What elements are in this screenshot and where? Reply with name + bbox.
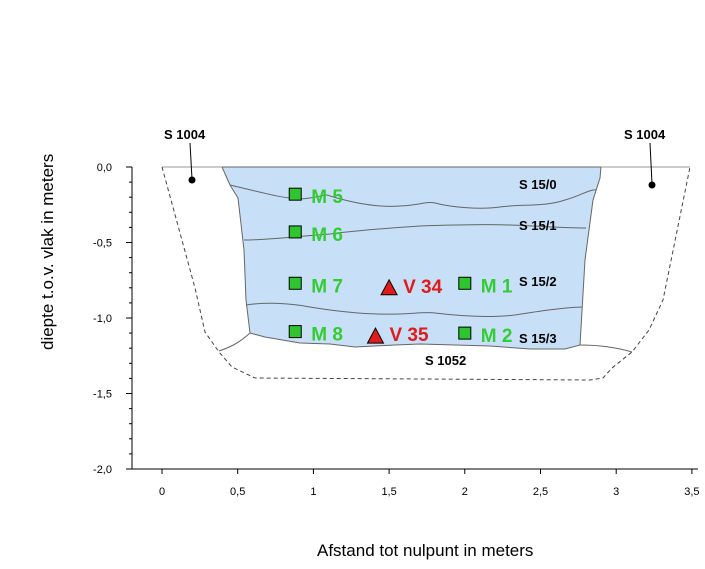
x-tick-label: 1,5 xyxy=(381,486,396,498)
y-tick-label: 0,0 xyxy=(97,162,112,174)
sample-label: M 6 xyxy=(311,225,343,246)
sample-label: M 7 xyxy=(311,276,343,297)
sample-triangle-marker xyxy=(366,327,385,344)
y-tick-label: -0,5 xyxy=(93,238,112,250)
s1052-outline xyxy=(218,332,251,352)
sample-label: M 8 xyxy=(311,325,343,346)
s1052-outline-right xyxy=(579,344,633,353)
y-axis-title: diepte t.o.v. vlak in meters xyxy=(38,154,57,350)
sample-markers: M 5 M 6 M 7 M 8 M 1 M 2 V 34 V 35 xyxy=(288,187,513,347)
right-feature-pointer xyxy=(649,142,653,185)
layer-label-2: S 15/2 xyxy=(519,274,557,289)
right-feature-label: S 1004 xyxy=(624,127,666,142)
x-axis-title: Afstand tot nulpunt in meters xyxy=(317,541,533,560)
layer-label-1: S 15/1 xyxy=(519,218,557,233)
x-axis: 0 0,5 1 1,5 2 2,5 3 3,5 xyxy=(132,468,700,498)
sample-label: M 1 xyxy=(481,276,513,297)
x-tick-label: 3,5 xyxy=(684,486,699,498)
sample-square-marker xyxy=(288,276,302,290)
left-feature-dot xyxy=(188,176,196,184)
layer-boundary-3 xyxy=(245,302,583,317)
sample-square-marker xyxy=(458,326,472,340)
right-feature-dot xyxy=(648,181,656,189)
y-tick-label: -1,0 xyxy=(93,313,112,325)
sample-triangle-marker xyxy=(380,278,398,296)
sample-label: M 2 xyxy=(481,326,513,347)
blue-layer-area xyxy=(221,166,602,350)
sample-label: V 35 xyxy=(389,325,429,346)
x-tick-label: 2,5 xyxy=(533,486,548,498)
sample-square-marker xyxy=(288,225,302,239)
layer-label-3: S 15/3 xyxy=(519,331,557,346)
left-feature-label: S 1004 xyxy=(164,127,206,142)
left-feature-pointer xyxy=(189,142,193,180)
x-tick-label: 2 xyxy=(462,486,468,498)
y-tick-label: -2,0 xyxy=(93,464,112,476)
y-tick-label: -1,5 xyxy=(93,389,112,401)
layer-boundary-1 xyxy=(229,184,597,209)
x-tick-label: 1 xyxy=(310,486,316,498)
sample-label: V 34 xyxy=(403,277,443,298)
sample-square-marker xyxy=(288,325,302,339)
x-tick-label: 3 xyxy=(613,486,619,498)
x-tick-label: 0 xyxy=(159,486,165,498)
bottom-feature-label: S 1052 xyxy=(425,353,466,368)
sample-label: M 5 xyxy=(311,187,343,208)
sample-square-marker xyxy=(288,187,302,201)
layer-label-0: S 15/0 xyxy=(519,177,557,192)
x-tick-label: 0,5 xyxy=(230,486,245,498)
sample-square-marker xyxy=(458,276,472,290)
s1004-dashed-outline xyxy=(161,166,691,381)
y-axis: 0,0 -0,5 -1,0 -1,5 -2,0 xyxy=(93,162,133,476)
